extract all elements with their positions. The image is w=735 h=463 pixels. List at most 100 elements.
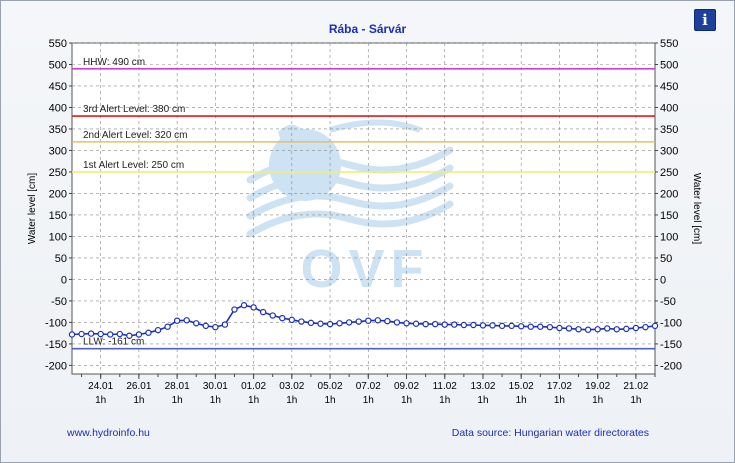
x-tick-date: 13.02 — [470, 381, 495, 392]
data-point — [193, 320, 200, 327]
data-point — [565, 325, 573, 332]
y-tick-right: -200 — [660, 360, 682, 372]
y-tick-left: -100 — [45, 317, 67, 329]
x-tick-hour: 1h — [592, 395, 603, 406]
y-tick-left: 100 — [49, 231, 67, 243]
data-point — [384, 317, 391, 325]
x-tick-hour: 1h — [286, 395, 297, 406]
data-point — [575, 326, 582, 333]
y-tick-right: 300 — [660, 145, 678, 157]
y-tick-left: 350 — [49, 124, 67, 136]
data-point — [651, 322, 659, 330]
y-tick-left: 450 — [49, 81, 67, 93]
y-tick-right: 400 — [660, 102, 678, 114]
data-point — [135, 331, 143, 338]
x-tick-hour: 1h — [172, 395, 183, 406]
x-tick-hour: 1h — [439, 395, 450, 406]
data-point — [97, 330, 104, 338]
x-tick-hour: 1h — [363, 395, 374, 406]
data-point — [250, 304, 257, 311]
y-tick-left: 250 — [49, 167, 67, 179]
x-tick-date: 11.02 — [433, 381, 458, 392]
reference-line-label: 1st Alert Level: 250 cm — [83, 160, 184, 171]
website-link[interactable]: www.hydroinfo.hu — [67, 427, 150, 439]
data-point — [479, 322, 487, 329]
reference-line-label: LLW: -161 cm — [83, 337, 144, 348]
x-tick-date: 07.02 — [356, 381, 381, 392]
data-point — [613, 326, 620, 333]
reference-line-label: HHW: 490 cm — [83, 57, 145, 68]
x-tick-hour: 1h — [95, 395, 106, 406]
x-tick-date: 01.02 — [241, 381, 266, 392]
chart-title: Rába - Sárvár — [328, 22, 407, 36]
y-tick-left: -150 — [45, 339, 67, 351]
y-tick-right: -50 — [660, 296, 676, 308]
data-point — [431, 320, 439, 328]
y-tick-right: 100 — [660, 231, 678, 243]
x-tick-hour: 1h — [133, 395, 144, 406]
data-point — [498, 322, 506, 330]
data-point — [623, 325, 630, 333]
data-point — [604, 325, 611, 332]
data-point — [508, 322, 515, 330]
data-point — [126, 332, 133, 339]
y-tick-right: 550 — [660, 38, 678, 50]
x-tick-hour: 1h — [630, 395, 641, 406]
data-point — [393, 319, 401, 326]
watermark-wave — [246, 182, 454, 220]
y-tick-left: 300 — [49, 145, 67, 157]
y-tick-left: 550 — [49, 38, 67, 50]
data-point — [403, 320, 410, 327]
data-point — [269, 312, 276, 319]
y-tick-right: 350 — [660, 124, 678, 136]
x-tick-date: 30.01 — [203, 381, 228, 392]
data-point — [489, 322, 496, 329]
data-point — [288, 316, 296, 324]
data-point — [632, 324, 640, 332]
x-tick-hour: 1h — [210, 395, 221, 406]
info-icon[interactable]: i — [694, 9, 716, 31]
data-point — [374, 317, 382, 324]
data-point — [307, 319, 315, 327]
data-point — [642, 323, 649, 331]
x-tick-hour: 1h — [248, 395, 259, 406]
data-point — [355, 318, 362, 325]
data-point — [164, 323, 171, 330]
x-tick-date: 21.02 — [623, 381, 648, 392]
data-point — [441, 321, 448, 328]
data-point — [422, 320, 429, 328]
data-point — [116, 330, 123, 338]
x-tick-date: 17.02 — [547, 381, 572, 392]
data-point — [231, 306, 238, 313]
data-point — [173, 317, 181, 324]
y-tick-right: 450 — [660, 81, 678, 93]
data-point — [556, 324, 563, 332]
data-point — [279, 314, 286, 322]
watermark-drop-tip — [278, 124, 300, 150]
ovf-watermark-logo: OVF — [246, 119, 454, 299]
data-point — [154, 326, 162, 334]
data-point — [202, 322, 210, 330]
y-tick-left: 400 — [49, 102, 67, 114]
data-source-text: Data source: Hungarian water directorate… — [451, 427, 649, 439]
data-point — [317, 320, 324, 327]
data-point — [345, 319, 353, 326]
data-point — [537, 323, 544, 330]
y-tick-left: 0 — [61, 274, 67, 286]
y-tick-left: 200 — [49, 188, 67, 200]
x-tick-hour: 1h — [554, 395, 565, 406]
data-point — [460, 321, 468, 329]
y-tick-left: -200 — [45, 360, 67, 372]
watermark-wave — [246, 200, 454, 238]
data-point — [517, 323, 525, 330]
data-point — [336, 320, 343, 327]
data-point — [527, 323, 534, 330]
x-tick-date: 19.02 — [585, 381, 610, 392]
x-tick-hour: 1h — [516, 395, 527, 406]
y-tick-right: 150 — [660, 210, 678, 222]
y-tick-right: 250 — [660, 167, 678, 179]
x-tick-hour: 1h — [401, 395, 412, 406]
reference-line-label: 3rd Alert Level: 380 cm — [83, 104, 185, 115]
data-point — [212, 323, 219, 331]
